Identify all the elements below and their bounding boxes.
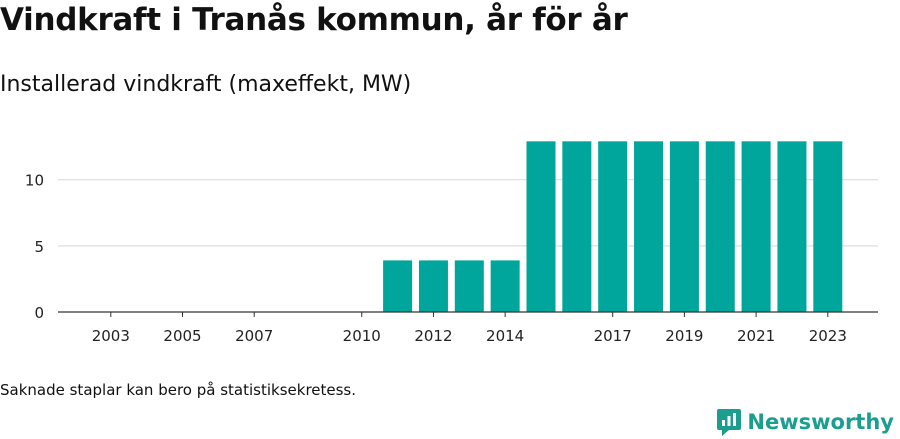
- x-tick-label: 2007: [235, 327, 273, 345]
- y-tick-label: 0: [34, 304, 44, 322]
- bar: [634, 141, 664, 312]
- x-tick-label: 2014: [486, 327, 524, 345]
- bar: [562, 141, 592, 312]
- chart-subtitle: Installerad vindkraft (maxeffekt, MW): [0, 72, 412, 97]
- bar: [454, 260, 484, 312]
- newsworthy-logo: Newsworthy: [717, 407, 894, 437]
- x-tick-label: 2023: [809, 327, 847, 345]
- axes: 0 5 10 2003 2005 2007 2010 2012 2014 2017 2019 2021…: [25, 172, 878, 345]
- brand-name: Newsworthy: [747, 410, 894, 434]
- x-tick-label: 2019: [665, 327, 703, 345]
- bar: [418, 260, 448, 312]
- bar: [741, 141, 771, 312]
- bar: [383, 260, 413, 312]
- bar: [598, 141, 628, 312]
- bar: [705, 141, 735, 312]
- x-tick-label: 2005: [163, 327, 201, 345]
- gridlines: [58, 179, 878, 247]
- x-tick-label: 2012: [414, 327, 452, 345]
- footnote: Saknade staplar kan bero på statistiksek…: [0, 381, 357, 399]
- x-tick-label: 2003: [92, 327, 130, 345]
- bar: [777, 141, 807, 312]
- x-tick-label: 2021: [737, 327, 775, 345]
- bar-chart-logo-icon: [717, 409, 742, 436]
- bar: [669, 141, 699, 312]
- bar: [813, 141, 843, 312]
- bar: [490, 260, 520, 312]
- y-tick-label: 5: [34, 238, 44, 256]
- y-tick-label: 10: [25, 172, 44, 190]
- bar-chart: 0 5 10 2003 2005 2007 2010 2012 2014 2017 2019 2021…: [25, 141, 878, 345]
- chart-title: Vindkraft i Tranås kommun, år för år: [0, 2, 628, 38]
- x-tick-label: 2010: [343, 327, 381, 345]
- bar: [526, 141, 556, 312]
- x-tick-label: 2017: [594, 327, 632, 345]
- bars: [383, 141, 843, 312]
